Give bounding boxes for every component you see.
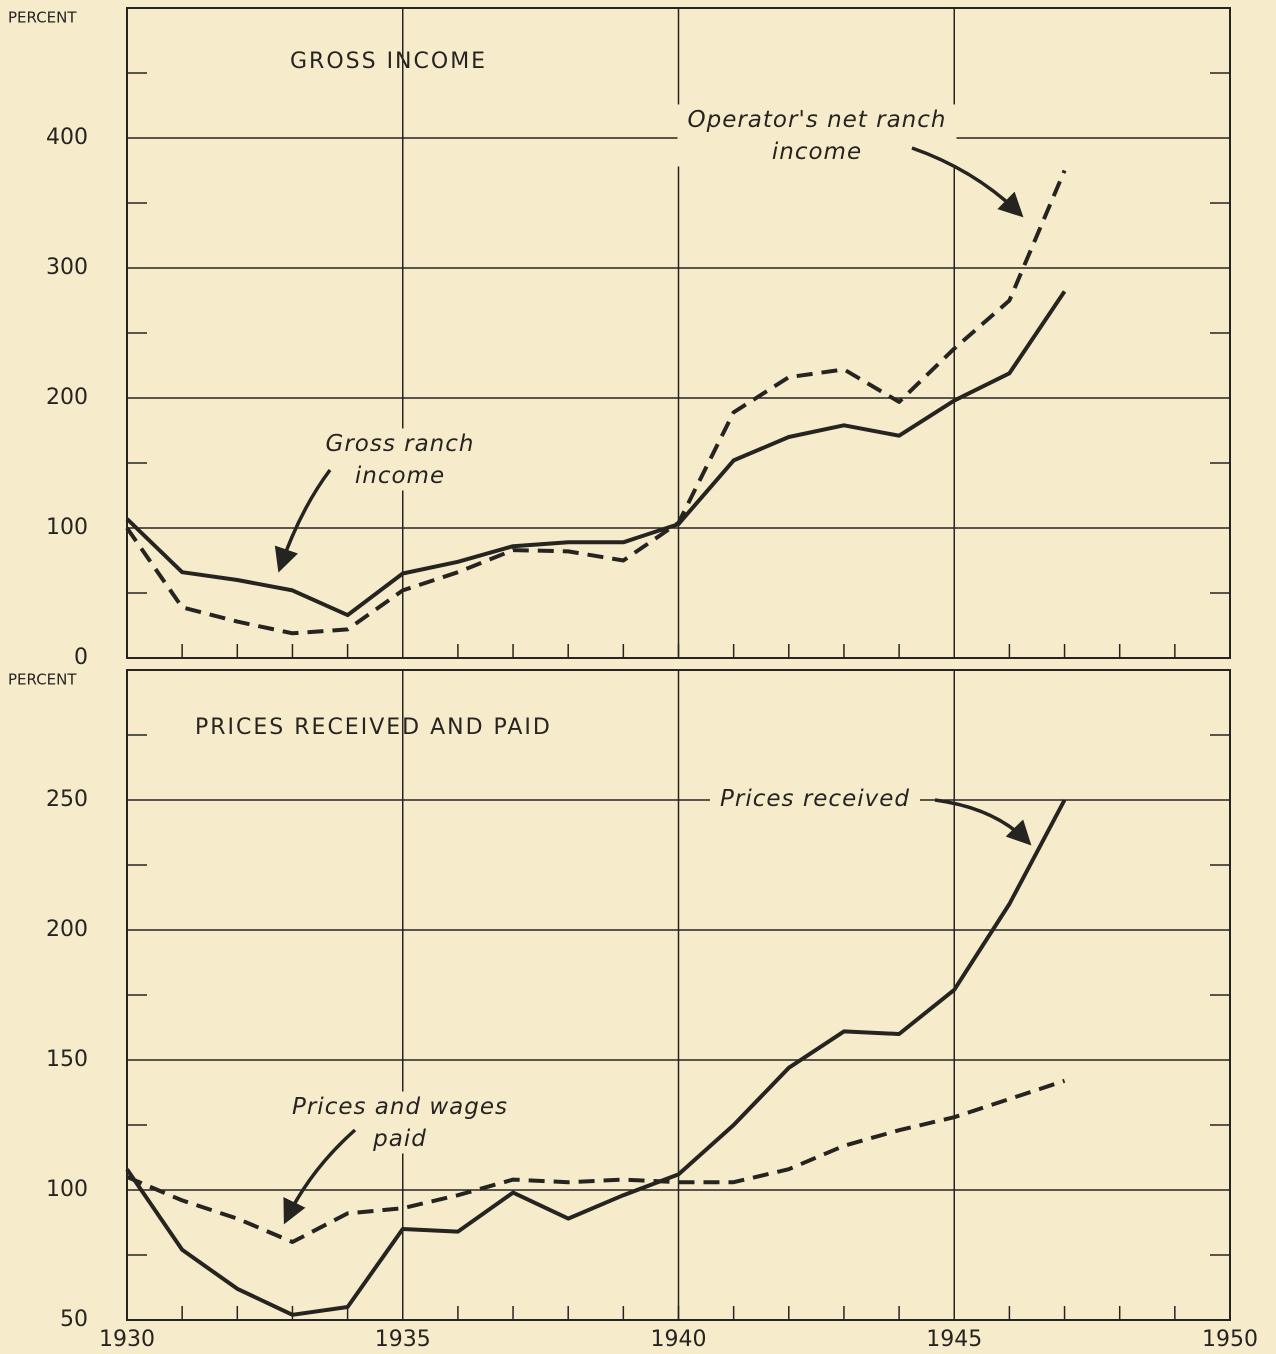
series-label: Operator's net ranch income xyxy=(688,107,947,165)
x-tick-label: 1940 xyxy=(651,1327,707,1352)
series-label-line: Gross ranch xyxy=(326,431,475,457)
label-background xyxy=(315,428,485,491)
annotation-arrow xyxy=(911,146,1024,218)
y-tick-label: 150 xyxy=(46,1047,88,1072)
x-tick-label: 1950 xyxy=(1202,1327,1258,1352)
series-label-line: Prices and wages xyxy=(292,1094,508,1120)
annotation-arrow xyxy=(283,1128,357,1225)
series-label-line: income xyxy=(355,463,445,489)
y-tick-label: 300 xyxy=(46,255,88,280)
label-background xyxy=(677,104,957,167)
y-tick-label: 200 xyxy=(46,917,88,942)
label-background xyxy=(710,783,920,814)
annotation-arrow xyxy=(934,798,1032,846)
series-line xyxy=(126,1078,1066,1244)
series-line xyxy=(125,169,1067,636)
series-label-line: Prices received xyxy=(720,786,910,812)
y-tick-label: 250 xyxy=(46,787,88,812)
annotation-arrow xyxy=(274,468,332,573)
series-line xyxy=(125,799,1067,1317)
series-label: Prices and wages paid xyxy=(292,1094,508,1152)
series-label-line: paid xyxy=(372,1126,427,1152)
y-tick-label: 50 xyxy=(60,1307,88,1332)
x-tick-label: 1930 xyxy=(99,1327,155,1352)
chart-title: GROSS INCOME xyxy=(290,49,487,74)
series-line xyxy=(125,290,1067,618)
y-axis-label: PERCENT xyxy=(8,9,77,27)
y-tick-label: 400 xyxy=(46,125,88,150)
y-tick-label: 0 xyxy=(74,645,88,670)
y-axis-label: PERCENT xyxy=(8,671,77,689)
x-tick-label: 1945 xyxy=(926,1327,982,1352)
series-label: Prices received xyxy=(720,786,910,812)
series-label-line: income xyxy=(772,139,862,165)
chart-title: PRICES RECEIVED AND PAID xyxy=(195,715,552,740)
y-tick-label: 100 xyxy=(46,1177,88,1202)
y-tick-label: 200 xyxy=(46,385,88,410)
series-label-line: Operator's net ranch xyxy=(688,107,947,133)
series-label: Gross ranch income xyxy=(326,431,475,489)
y-tick-label: 100 xyxy=(46,515,88,540)
x-tick-label: 1935 xyxy=(375,1327,431,1352)
label-background xyxy=(281,1091,519,1154)
